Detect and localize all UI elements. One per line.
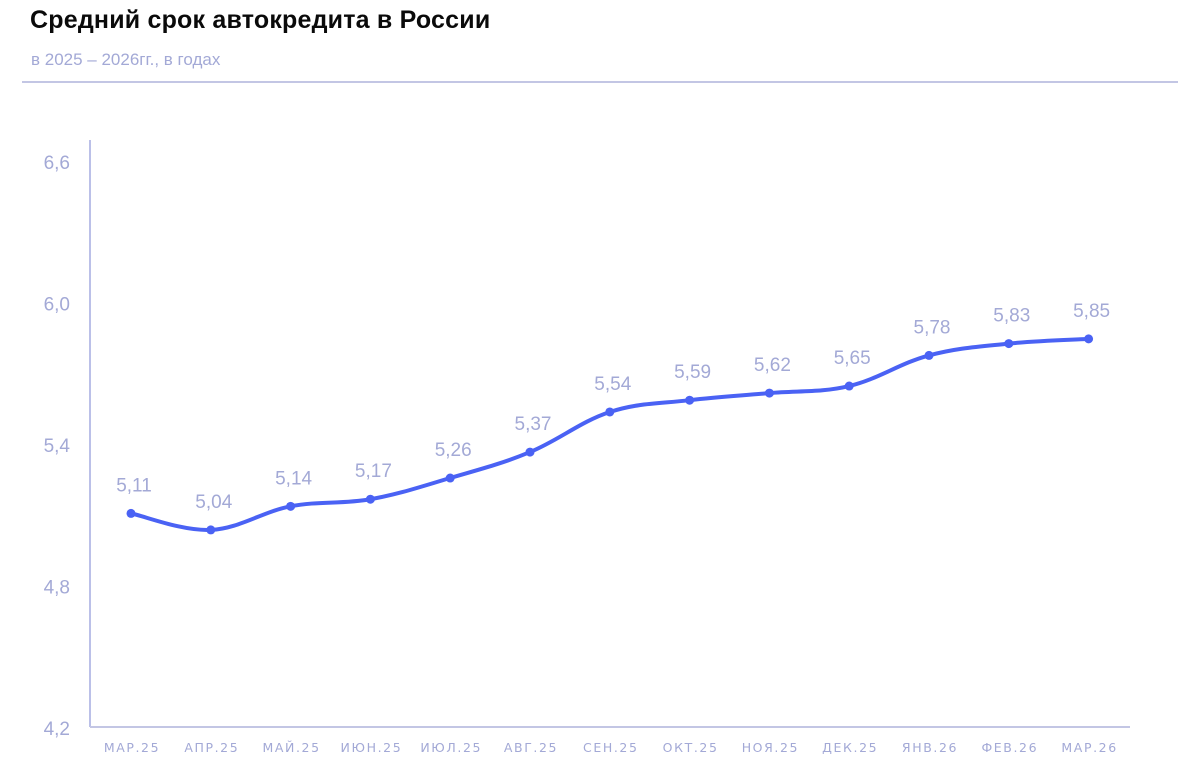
y-tick-label: 5,4 — [44, 436, 71, 457]
x-tick-label: ЯНВ.26 — [902, 740, 958, 755]
data-label: 5,14 — [275, 468, 312, 489]
data-point — [924, 350, 934, 360]
x-tick-label: МАР.26 — [1061, 740, 1117, 755]
data-label: 5,11 — [116, 475, 152, 496]
y-tick-label: 4,8 — [44, 578, 70, 599]
y-tick-label: 6,6 — [44, 153, 70, 174]
data-label: 5,37 — [515, 414, 552, 435]
data-series: 5,11 5,04 5,14 5,17 5,26 5,37 5,54 5,59 5,62 5,65… — [116, 301, 1110, 535]
data-point — [445, 473, 455, 483]
data-point — [1004, 339, 1014, 349]
x-tick-label: МАР.25 — [104, 740, 160, 755]
x-tick-label: СЕН.25 — [583, 740, 639, 755]
data-label: 5,54 — [594, 374, 631, 395]
data-point — [685, 395, 695, 405]
y-axis: 4,2 4,8 5,4 6,0 6,6 — [44, 140, 91, 740]
data-point — [365, 494, 375, 504]
x-tick-label: АПР.25 — [184, 740, 239, 755]
data-label: 5,78 — [914, 317, 951, 338]
data-label: 5,04 — [195, 492, 232, 513]
x-tick-label: АВГ.25 — [504, 740, 558, 755]
data-point — [605, 407, 615, 417]
y-tick-label: 6,0 — [44, 295, 70, 316]
header-divider — [22, 81, 1178, 83]
series-line — [129, 336, 1091, 532]
data-label: 5,65 — [834, 348, 871, 369]
data-point — [844, 381, 854, 391]
x-axis: МАР.25 АПР.25 МАЙ.25 ИЮН.25 ИЮЛ.25 АВГ.25 СЕН.… — [90, 726, 1130, 755]
data-label: 5,83 — [993, 306, 1030, 327]
data-label: 5,85 — [1073, 301, 1110, 322]
x-tick-label: ИЮЛ.25 — [420, 740, 482, 755]
x-tick-label: ФЕВ.26 — [981, 740, 1038, 755]
chart-title: Средний срок автокредита в России — [30, 6, 491, 34]
data-label: 5,26 — [435, 440, 472, 461]
data-label: 5,17 — [355, 461, 392, 482]
data-label: 5,62 — [754, 355, 791, 376]
data-point — [764, 388, 774, 398]
data-point — [286, 501, 296, 511]
data-point — [525, 447, 535, 457]
x-tick-label: ДЕК.25 — [822, 740, 878, 755]
x-tick-label: ИЮН.25 — [341, 740, 403, 755]
x-tick-label: НОЯ.25 — [742, 740, 799, 755]
y-tick-label: 4,2 — [44, 719, 70, 740]
data-label: 5,59 — [674, 362, 711, 383]
x-tick-label: ОКТ.25 — [663, 740, 719, 755]
chart-subtitle: в 2025 – 2026гг., в годах — [31, 50, 221, 69]
data-point — [206, 525, 216, 535]
data-point — [126, 508, 136, 518]
x-tick-label: МАЙ.25 — [263, 740, 321, 755]
data-point — [1084, 334, 1094, 344]
